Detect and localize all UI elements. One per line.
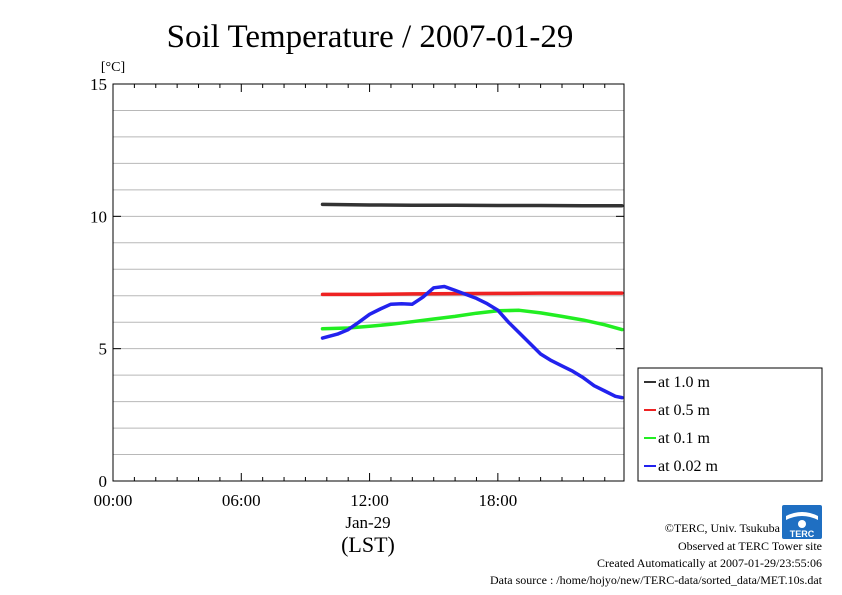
chart-title: Soil Temperature / 2007-01-29 bbox=[167, 19, 574, 55]
axis-ticks: 0 5 10 15 00:00 06:00 12:00 18:00 bbox=[90, 75, 624, 510]
plot-frame bbox=[112, 83, 625, 482]
legend-label: at 0.02 m bbox=[658, 458, 719, 475]
y-tick-label: 0 bbox=[99, 472, 108, 491]
legend: at 1.0 m at 0.5 m at 0.1 m at 0.02 m bbox=[637, 367, 823, 482]
footer-site: Observed at TERC Tower site bbox=[678, 539, 822, 553]
series-line bbox=[320, 308, 624, 332]
y-tick-label: 10 bbox=[90, 207, 107, 226]
y-tick-label: 5 bbox=[99, 340, 108, 359]
x-tick-label: 06:00 bbox=[222, 491, 261, 510]
x-tick-label: 18:00 bbox=[478, 491, 517, 510]
x-axis-label: (LST) bbox=[341, 532, 395, 557]
legend-label: at 1.0 m bbox=[658, 374, 711, 391]
series-line bbox=[320, 202, 624, 208]
logo-text: TERC bbox=[790, 529, 815, 539]
y-axis-unit: [°C] bbox=[101, 60, 125, 75]
legend-label: at 0.5 m bbox=[658, 402, 711, 419]
series-line bbox=[320, 284, 624, 400]
terc-logo: TERC bbox=[782, 505, 822, 539]
x-tick-label: 12:00 bbox=[350, 491, 389, 510]
footer-created: Created Automatically at 2007-01-29/23:5… bbox=[597, 556, 822, 570]
footer-source: Data source : /home/hojyo/new/TERC-data/… bbox=[490, 573, 823, 587]
footer-copyright: ©TERC, Univ. Tsukuba bbox=[665, 521, 781, 535]
grid-lines bbox=[113, 109, 624, 456]
x-tick-label: 00:00 bbox=[94, 491, 133, 510]
logo-wave bbox=[786, 512, 818, 520]
legend-label: at 0.1 m bbox=[658, 430, 711, 447]
series-line bbox=[320, 291, 624, 297]
y-tick-label: 15 bbox=[90, 75, 107, 94]
logo-drop bbox=[798, 520, 806, 528]
series-lines bbox=[320, 202, 624, 400]
legend-box bbox=[637, 367, 823, 482]
date-label: Jan-29 bbox=[345, 513, 390, 532]
